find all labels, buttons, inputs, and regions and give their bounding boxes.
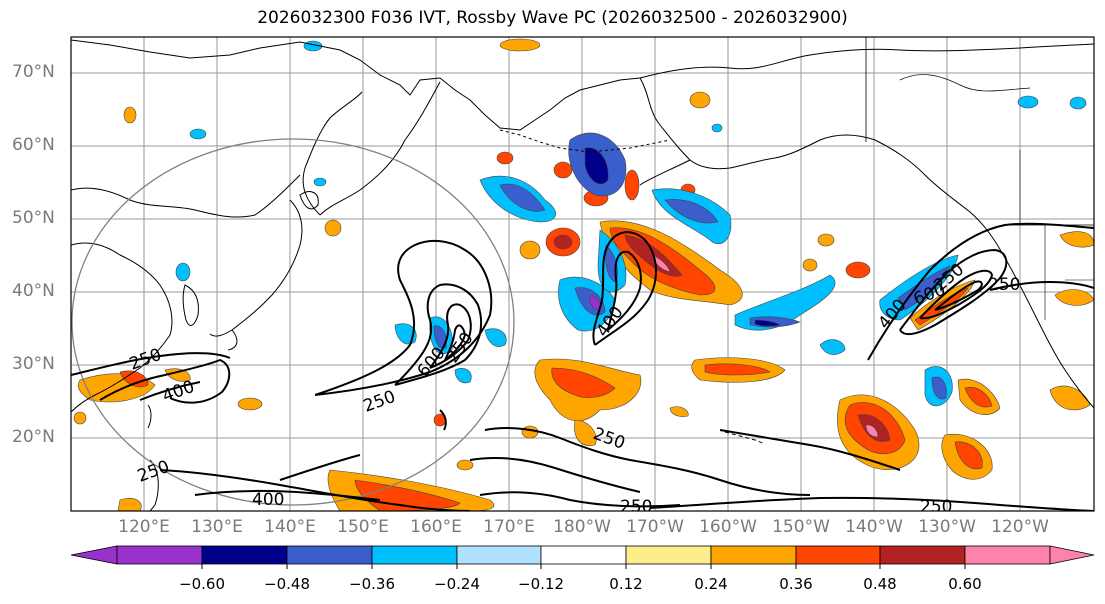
colorbar-tick-label: 0.36 [779, 575, 813, 593]
colorbar-segment-3 [286, 545, 373, 565]
lat-label: 40°N [12, 281, 55, 301]
lat-label: 60°N [12, 135, 55, 155]
contour-label: 250 [988, 275, 1020, 295]
colorbar-tick-label: 0.60 [948, 575, 982, 593]
colorbar-segment-6 [540, 545, 627, 565]
ivt-negative-shading [175, 40, 1087, 407]
lon-label: 160°E [410, 517, 462, 537]
colorbar [70, 545, 1095, 569]
contour-label: 250 [620, 497, 652, 517]
colorbar-tick-label: −0.60 [179, 575, 225, 593]
colorbar-tick-label: 0.12 [609, 575, 643, 593]
colorbar-tick-label: −0.48 [264, 575, 310, 593]
lon-label: 140°E [264, 517, 316, 537]
colorbar-tick-label: 0.24 [694, 575, 728, 593]
map-frame [70, 36, 1095, 512]
lon-label: 170°W [626, 517, 684, 537]
colorbar-tick-label: 0.48 [863, 575, 897, 593]
lon-label: 130°W [918, 517, 976, 537]
ivt-contours [71, 222, 1094, 511]
lon-label: 150°W [772, 517, 830, 537]
lon-label: 130°E [191, 517, 243, 537]
colorbar-segment-0 [70, 545, 118, 565]
contour-label: 250 [920, 497, 952, 517]
contour-label: 400 [252, 490, 284, 510]
colorbar-segment-5 [456, 545, 542, 565]
colorbar-segment-8 [710, 545, 797, 565]
lon-label: 160°W [699, 517, 757, 537]
colorbar-segment-7 [625, 545, 712, 565]
lat-label: 30°N [12, 354, 55, 374]
colorbar-segment-11 [964, 545, 1051, 565]
lon-label: 170°E [483, 517, 535, 537]
colorbar-tick-label: −0.36 [349, 575, 395, 593]
colorbar-segment-9 [795, 545, 881, 565]
pc-region-circle [71, 138, 515, 506]
lat-label: 70°N [12, 62, 55, 82]
colorbar-segment-2 [201, 545, 288, 565]
colorbar-segment-1 [116, 545, 203, 565]
lon-label: 120°E [118, 517, 170, 537]
lon-label: 120°W [991, 517, 1049, 537]
lon-label: 140°W [845, 517, 903, 537]
lat-label: 20°N [12, 427, 55, 447]
colorbar-tick-label: −0.24 [434, 575, 480, 593]
colorbar-segment-10 [879, 545, 966, 565]
colorbar-segment-12 [1049, 545, 1095, 565]
colorbar-tick-label: −0.12 [518, 575, 564, 593]
lon-label: 180°W [553, 517, 611, 537]
map-title: 2026032300 F036 IVT, Rossby Wave PC (202… [257, 8, 848, 28]
lon-label: 150°E [337, 517, 389, 537]
lat-label: 50°N [12, 208, 55, 228]
colorbar-segment-4 [371, 545, 458, 565]
